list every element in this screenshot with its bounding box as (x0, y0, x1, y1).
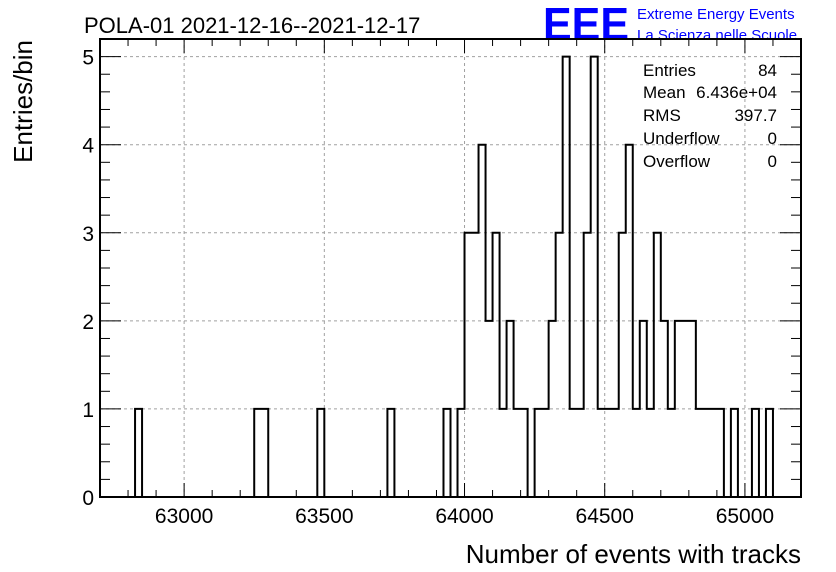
histogram-bin (584, 233, 591, 497)
histogram-bin (612, 409, 619, 497)
y-tick-label: 4 (82, 135, 94, 158)
stats-entries-value: 84 (758, 61, 777, 80)
axis-ticks (99, 38, 802, 498)
stats-underflow-label: Underflow (643, 129, 720, 148)
histogram-bin (598, 409, 605, 497)
histogram-bin (710, 409, 717, 497)
histogram-bin (766, 409, 773, 497)
x-tick-label: 63000 (155, 505, 213, 528)
histogram-bin (577, 409, 584, 497)
histogram-bin (135, 409, 142, 497)
eee-logo: EEE Extreme Energy Events La Scienza nel… (543, 0, 797, 50)
x-tick-label: 65000 (716, 505, 774, 528)
histogram-bin (472, 233, 479, 497)
histogram-bin (521, 409, 528, 497)
stats-entries-label: Entries (643, 61, 696, 80)
x-tick-labels: 63000 63500 64000 64500 65000 (155, 505, 774, 528)
histogram-bin (731, 409, 738, 497)
x-axis-title: Number of events with tracks (466, 539, 801, 569)
y-tick-label: 2 (82, 311, 94, 334)
histogram-bin (387, 409, 394, 497)
y-tick-label: 0 (82, 487, 94, 510)
histogram-bin (443, 409, 450, 497)
stats-mean-value: 6.436e+04 (696, 83, 777, 102)
histogram-bin (514, 409, 521, 497)
y-tick-label: 3 (82, 223, 94, 246)
y-tick-labels: 0 1 2 3 4 5 (82, 47, 94, 510)
stats-rms-label: RMS (643, 106, 681, 125)
histogram-bin (542, 409, 549, 497)
stats-rms-value: 397.7 (734, 106, 777, 125)
histogram-bin (493, 233, 500, 497)
histogram-bin (752, 409, 759, 497)
histogram-bin (458, 409, 465, 497)
stats-mean-label: Mean (643, 83, 686, 102)
logo-line-1: Extreme Energy Events (637, 6, 795, 23)
histogram-bin (654, 233, 661, 497)
y-tick-label: 5 (82, 47, 94, 70)
histogram-bin (465, 233, 472, 497)
histogram-bin (254, 409, 261, 497)
histogram-bin (668, 409, 675, 497)
histogram-bin (703, 409, 710, 497)
eee-logo-mark: EEE (543, 0, 629, 50)
stats-overflow-label: Overflow (643, 152, 711, 171)
histogram-bin (696, 409, 703, 497)
x-tick-label: 64000 (435, 505, 493, 528)
histogram-bin (563, 57, 570, 497)
stats-underflow-value: 0 (768, 129, 777, 148)
histogram-bin (261, 409, 268, 497)
histogram-bin (500, 409, 507, 497)
histogram-outline (134, 55, 774, 498)
histogram-bin (633, 409, 640, 497)
histogram-bin (619, 233, 626, 497)
histogram-bin (570, 409, 577, 497)
stats-overflow-value: 0 (768, 152, 777, 171)
histogram-bin (717, 409, 724, 497)
stats-box: Entries 84 Mean 6.436e+04 RMS 397.7 Unde… (643, 61, 777, 171)
histogram-bin (535, 409, 542, 497)
histogram-bin (556, 233, 563, 497)
histogram-bin (647, 409, 654, 497)
x-tick-label: 63500 (295, 505, 353, 528)
y-tick-label: 1 (82, 399, 94, 422)
chart-title: POLA-01 2021-12-16--2021-12-17 (84, 13, 420, 38)
x-tick-label: 64500 (576, 505, 634, 528)
histogram-bin (605, 409, 612, 497)
y-axis-title: Entries/bin (8, 40, 38, 163)
histogram-bin (317, 409, 324, 497)
histogram-bin (591, 57, 598, 497)
